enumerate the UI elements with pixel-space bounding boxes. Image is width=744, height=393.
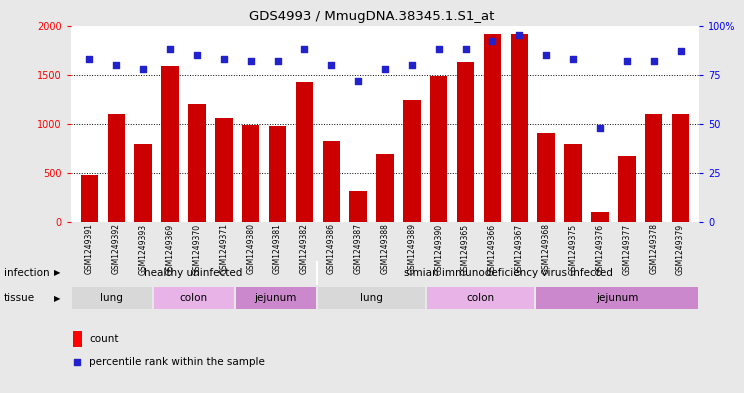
Bar (215, 118, 233, 222)
Bar (242, 125, 260, 222)
Bar (323, 141, 340, 222)
Point (325, 62, 337, 68)
Bar (427, 287, 534, 309)
Bar (591, 212, 609, 222)
Bar (81, 175, 98, 222)
Text: ▶: ▶ (54, 268, 61, 277)
Bar (537, 132, 555, 222)
Text: simian immunodeficiency virus infected: simian immunodeficiency virus infected (403, 268, 612, 278)
Text: percentile rank within the sample: percentile rank within the sample (89, 357, 265, 367)
Point (298, 46, 310, 52)
Point (83, 56, 95, 62)
Bar (73, 331, 82, 347)
Bar (645, 114, 662, 222)
Point (272, 58, 283, 64)
Point (433, 46, 445, 52)
Bar (295, 81, 313, 222)
Point (540, 52, 552, 58)
Bar (618, 156, 635, 222)
Bar (236, 287, 315, 309)
Text: lung: lung (100, 293, 123, 303)
Bar (318, 287, 425, 309)
Point (567, 56, 579, 62)
Point (245, 58, 257, 64)
Point (379, 66, 391, 72)
Point (648, 58, 660, 64)
Bar (536, 287, 699, 309)
Bar (510, 34, 528, 222)
Point (594, 125, 606, 131)
Point (675, 48, 687, 54)
Point (460, 46, 472, 52)
Text: ▶: ▶ (54, 294, 61, 303)
Bar (565, 144, 582, 222)
Bar (484, 34, 501, 222)
Text: healthy uninfected: healthy uninfected (144, 268, 243, 278)
Bar (154, 287, 234, 309)
Bar (161, 66, 179, 222)
Text: tissue: tissue (4, 293, 35, 303)
Point (352, 77, 364, 84)
Point (218, 56, 230, 62)
Text: colon: colon (179, 293, 208, 303)
Bar (672, 114, 689, 222)
Text: GDS4993 / MmugDNA.38345.1.S1_at: GDS4993 / MmugDNA.38345.1.S1_at (249, 10, 495, 23)
Text: jejunum: jejunum (596, 293, 638, 303)
Text: infection: infection (4, 268, 49, 278)
Point (406, 62, 418, 68)
Text: colon: colon (466, 293, 495, 303)
Text: lung: lung (360, 293, 383, 303)
Point (621, 58, 633, 64)
Text: jejunum: jejunum (254, 293, 297, 303)
Point (138, 66, 150, 72)
Point (513, 32, 525, 39)
Bar (71, 287, 152, 309)
Bar (457, 62, 475, 222)
Bar (269, 126, 286, 222)
Bar (430, 75, 447, 222)
Point (164, 46, 176, 52)
Bar (403, 100, 420, 222)
Text: count: count (89, 334, 119, 344)
Bar (376, 154, 394, 222)
Point (191, 52, 203, 58)
Bar (135, 144, 152, 222)
Bar (188, 104, 205, 222)
Bar (350, 191, 367, 222)
Point (71, 359, 83, 365)
Bar (108, 114, 125, 222)
Point (110, 62, 122, 68)
Point (487, 38, 498, 44)
